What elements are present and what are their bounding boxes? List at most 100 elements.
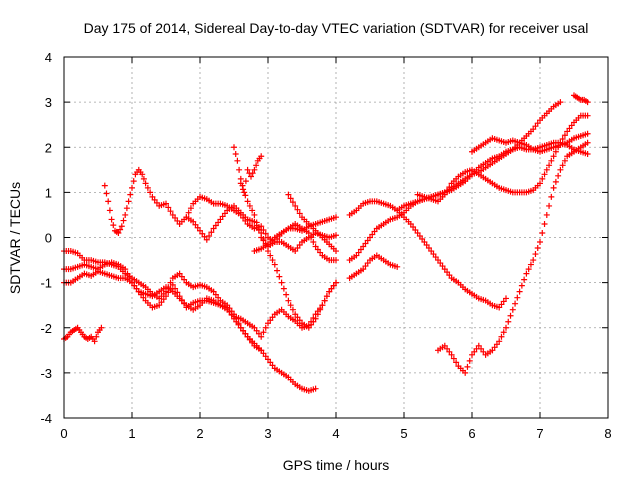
data-point-j [289,199,296,206]
data-point-q [584,99,591,106]
data-point-r [462,369,469,376]
data-point-l [557,99,564,106]
data-point-l [353,252,360,259]
data-point-r [546,202,553,209]
data-point-e [120,217,127,224]
data-point-f [289,306,296,313]
data-point-h [260,237,267,244]
data-point-h [255,226,262,233]
data-point-l [362,240,369,247]
data-point-h [242,192,249,199]
data-point-f [328,285,335,292]
data-point-l [355,249,362,256]
data-point-l [364,237,371,244]
data-point-b [258,333,265,340]
data-point-r [541,220,548,227]
data-point-r [543,211,550,218]
data-point-a [212,291,219,298]
data-point-r [521,276,528,283]
data-point-e [118,223,125,230]
y-tick-label: 3 [45,95,52,110]
data-point-r [464,363,471,370]
data-point-g [258,153,265,160]
data-point-h [258,234,265,241]
data-point-e [153,199,160,206]
data-point-f [292,311,299,318]
data-point-f [192,221,199,228]
data-point-g [236,166,243,173]
data-point-r [469,351,475,358]
axis-ticks: 0 1 2 3 4 5 6 7 8 -4 -3 -2 -1 0 1 2 3 4 [40,50,611,441]
data-point-e [174,217,181,224]
data-point-b [251,324,258,331]
x-tick-label: 4 [332,426,339,441]
data-point-e [110,222,117,229]
data-point-f [201,233,208,240]
data-point-f [278,279,285,286]
data-point-h [237,180,244,187]
data-point-r [532,251,539,258]
data-point-g [248,173,254,180]
data-point-k [416,232,423,239]
data-point-r [507,312,514,319]
data-point-j [292,202,299,209]
data-point-o [584,112,591,119]
data-point-g [253,162,260,169]
data-point-c [231,315,237,322]
data-point-m [394,263,401,270]
data-point-r [503,324,509,331]
data-point-l [371,228,378,235]
data-point-r [534,245,541,252]
data-point-e [167,208,174,215]
x-axis-label: GPS time / hours [283,457,390,473]
y-tick-label: -2 [40,321,52,336]
data-point-e [333,232,339,239]
data-point-c [228,311,235,318]
data-point-h [253,219,260,226]
data-point-c [267,359,274,366]
chart-title: Day 175 of 2014, Sidereal Day-to-day VTE… [84,20,589,36]
data-point-o [552,148,559,155]
data-point-l [369,231,376,238]
data-point-e [169,211,176,218]
data-point-b [156,302,163,309]
y-tick-label: 2 [45,140,52,155]
data-point-f [276,273,283,280]
data-point-f [206,232,213,239]
data-point-r [530,257,537,264]
data-point-k [407,220,414,227]
data-point-f [217,216,224,223]
data-point-f [312,315,319,322]
data-point-g [231,144,237,151]
data-point-h [251,211,258,218]
data-point-e [185,209,192,216]
data-point-b [267,317,274,324]
data-point-k [446,272,453,279]
data-point-m [364,260,371,267]
data-point-f [333,279,339,286]
data-point-e [139,171,146,178]
data-point-l [367,234,373,241]
data-point-r [498,333,505,340]
data-point-p [584,130,591,137]
data-point-a [176,270,183,277]
data-point-h [308,234,315,241]
data-point-e [292,248,299,255]
data-point-r [525,266,532,273]
data-point-f [203,236,210,243]
data-point-r [555,172,562,179]
data-point-l [360,243,367,250]
data-point-e [142,180,149,187]
data-point-h [249,207,256,214]
data-point-a [215,294,222,301]
data-point-r [557,166,564,173]
y-tick-label: -3 [40,366,52,381]
data-point-e [122,211,129,218]
y-tick-label: 4 [45,50,52,65]
y-tick-label: -4 [40,411,52,426]
data-point-k [421,239,428,246]
data-point-g [241,189,248,196]
data-point-f [274,267,281,274]
data-point-r [478,345,485,352]
